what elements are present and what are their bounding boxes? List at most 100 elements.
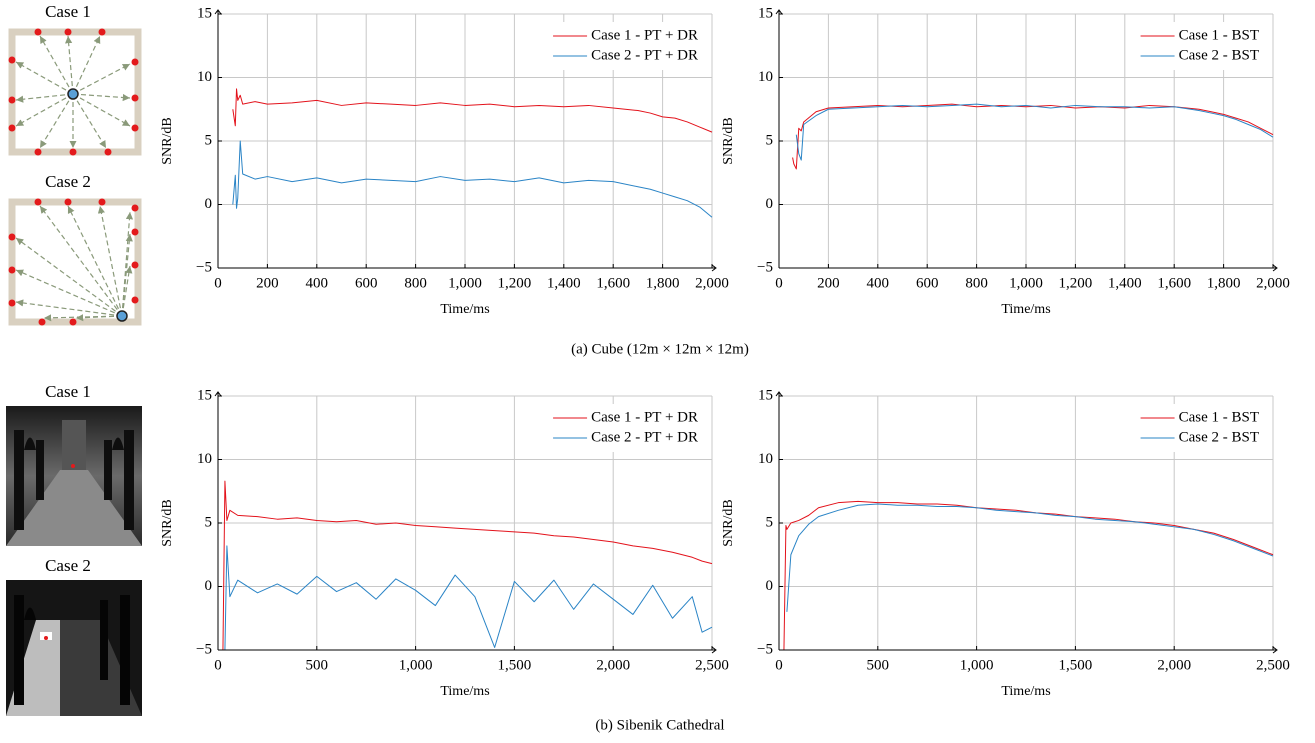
legend: Case 1 - PT + DR Case 2 - PT + DR [549,22,702,70]
y-axis [214,9,222,268]
y-tick-label: 5 [766,132,774,148]
y-tick-label: 5 [205,514,213,530]
y-tick-label: 0 [766,578,774,594]
cube-diagram [8,28,142,156]
y-tick-label: −5 [196,259,212,275]
x-tick-label: 600 [916,275,939,291]
x-tick-label: 800 [404,275,427,291]
y-tick-label: 15 [197,5,212,21]
subfigure-caption: (b) Sibenik Cathedral [595,717,724,733]
x-axis [779,264,1278,272]
x-tick-label: 500 [306,657,329,673]
x-tick-label: 0 [214,657,222,673]
x-tick-label: 1,000 [1009,275,1043,291]
legend-box [549,22,702,70]
x-tick-label: 1,500 [498,657,532,673]
series-line [792,103,1274,170]
x-tick-label: 2,500 [695,657,729,673]
x-tick-label: 1,000 [448,275,482,291]
legend-label: Case 2 - PT + DR [591,47,698,63]
y-tick-label: 10 [758,451,773,467]
x-tick-label: 2,500 [1256,657,1290,673]
y-tick-label: −5 [757,259,773,275]
x-axis-label: Time/ms [1001,302,1050,317]
x-tick-label: 1,600 [596,275,630,291]
series-line [224,545,713,651]
x-tick-label: 1,600 [1157,275,1191,291]
series-line [232,88,713,133]
chart: 0 500 1,000 1,500 2,000 2,500−5051015Time/msS… [160,387,729,699]
legend: Case 1 - BST Case 2 - BST [1136,404,1263,452]
x-tick-label: 400 [306,275,329,291]
legend: Case 1 - BST Case 2 - BST [1136,22,1263,70]
series-line [795,103,1274,161]
series-line [222,480,713,651]
x-tick-label: 2,000 [596,657,630,673]
cathedral-render [6,406,142,546]
legend-box [549,404,702,452]
series-line [232,140,713,218]
x-tick-label: 1,500 [1059,657,1093,673]
case-label: Case 2 [45,556,91,575]
x-axis-label: Time/ms [1001,684,1050,699]
x-axis [218,264,717,272]
y-tick-label: −5 [757,641,773,657]
x-tick-label: 2,000 [1157,657,1191,673]
x-tick-label: 500 [867,657,890,673]
y-tick-label: 15 [758,5,773,21]
chart: 0 200 400 600 800 1,000 1,200 1,400 1,600 1,800 2,… [721,5,1290,317]
x-tick-label: 2,000 [1256,275,1290,291]
legend-label: Case 2 - PT + DR [591,429,698,445]
legend-label: Case 1 - BST [1179,409,1259,425]
y-tick-label: −5 [196,641,212,657]
y-tick-label: 15 [758,387,773,403]
y-tick-label: 5 [766,514,774,530]
x-tick-label: 800 [965,275,988,291]
y-tick-label: 5 [205,132,213,148]
x-axis-label: Time/ms [440,684,489,699]
y-tick-label: 15 [197,387,212,403]
y-axis-label: SNR/dB [721,117,736,164]
x-tick-label: 200 [256,275,279,291]
legend-label: Case 2 - BST [1179,47,1259,63]
legend-label: Case 1 - BST [1179,27,1259,43]
legend-label: Case 2 - BST [1179,429,1259,445]
y-tick-label: 0 [205,578,213,594]
legend-box [1136,404,1263,452]
case-label: Case 2 [45,172,91,191]
y-tick-label: 0 [766,196,774,212]
legend-label: Case 1 - PT + DR [591,409,698,425]
x-tick-label: 0 [775,275,783,291]
series-line [786,503,1274,612]
x-tick-label: 1,800 [1207,275,1241,291]
x-tick-label: 0 [775,657,783,673]
cube-diagram [8,198,142,326]
series-line [783,500,1274,651]
x-tick-label: 1,000 [399,657,433,673]
x-tick-label: 2,000 [695,275,729,291]
y-axis [214,391,222,650]
case-label: Case 1 [45,382,91,401]
y-tick-label: 0 [205,196,213,212]
legend: Case 1 - PT + DR Case 2 - PT + DR [549,404,702,452]
x-axis [218,646,717,654]
x-tick-label: 200 [817,275,840,291]
chart: 0 500 1,000 1,500 2,000 2,500−5051015Time/msS… [721,387,1290,699]
x-tick-label: 1,400 [1108,275,1142,291]
subfigure-caption: (a) Cube (12m × 12m × 12m) [571,341,749,357]
x-tick-label: 1,200 [1059,275,1093,291]
y-tick-label: 10 [197,451,212,467]
y-axis [775,9,783,268]
x-tick-label: 400 [867,275,890,291]
y-axis-label: SNR/dB [160,499,175,546]
y-tick-label: 10 [758,69,773,85]
x-tick-label: 1,000 [960,657,994,673]
chart: 0 200 400 600 800 1,000 1,200 1,400 1,600 1,800 2,… [160,5,729,317]
legend-label: Case 1 - PT + DR [591,27,698,43]
x-tick-label: 1,400 [547,275,581,291]
legend-box [1136,22,1263,70]
x-axis [779,646,1278,654]
cathedral-render [6,580,142,716]
